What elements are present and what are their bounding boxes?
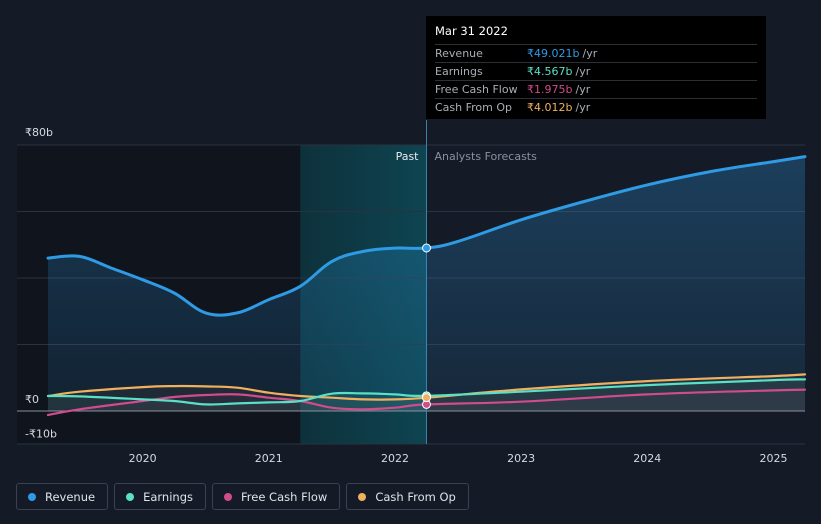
forecast-label: Analysts Forecasts [435, 150, 538, 163]
series-line-earnings [46, 378, 807, 406]
series-area-free-cash-flow [48, 389, 805, 415]
y-tick-label: -₹10b [25, 427, 57, 440]
tooltip-value: ₹49.021b [527, 47, 580, 60]
legend-label: Free Cash Flow [241, 489, 328, 504]
tooltip-row-earnings: Earnings ₹4.567b /yr [435, 62, 757, 80]
past-label: Past [396, 150, 420, 163]
marker-cash-from-op [422, 393, 431, 403]
tooltip-label: Cash From Op [435, 101, 513, 114]
legend-dot-icon [224, 492, 232, 501]
revenue-area [48, 156, 805, 411]
x-tick-label: 2025 [759, 452, 787, 465]
tooltip-unit: /yr [582, 47, 598, 60]
legend-item-earnings[interactable]: Earnings [114, 483, 206, 510]
series-line-revenue [46, 155, 807, 317]
legend-label: Earnings [143, 489, 193, 504]
legend-item-revenue[interactable]: Revenue [16, 483, 109, 510]
legend-item-free-cash-flow[interactable]: Free Cash Flow [212, 483, 341, 510]
marker-revenue [422, 243, 431, 253]
tooltip-value: ₹1.975b [527, 83, 573, 96]
x-tick-label: 2022 [381, 452, 409, 465]
tooltip-unit: /yr [575, 101, 591, 114]
tooltip-value: ₹4.012b [527, 101, 573, 114]
x-tick-label: 2024 [633, 452, 661, 465]
legend-dot-icon [358, 492, 367, 501]
y-tick-label: ₹80b [25, 126, 53, 139]
series-line-cash-from-op [46, 373, 807, 401]
legend-item-cash-from-op[interactable]: Cash From Op [346, 483, 469, 510]
tooltip-row-free-cash-flow: Free Cash Flow ₹1.975b /yr [435, 80, 757, 98]
series-line-free-cash-flow [46, 388, 807, 417]
tooltip-row-revenue: Revenue ₹49.021b /yr [435, 44, 757, 62]
legend-label: Revenue [45, 489, 96, 504]
tooltip-row-cash-from-op: Cash From Op ₹4.012b /yr [435, 98, 757, 116]
x-tick-label: 2023 [507, 452, 535, 465]
x-tick-label: 2020 [129, 452, 157, 465]
y-tick-label: ₹0 [25, 393, 39, 406]
tooltip-label: Revenue [435, 47, 483, 60]
tooltip-unit: /yr [575, 65, 591, 78]
chart-legend: Revenue Earnings Free Cash Flow Cash Fro… [16, 483, 469, 510]
tooltip-label: Free Cash Flow [435, 83, 518, 96]
legend-dot-icon [28, 492, 36, 501]
tooltip-unit: /yr [575, 83, 591, 96]
tooltip-label: Earnings [435, 65, 483, 78]
legend-dot-icon [126, 492, 135, 501]
hover-tooltip: Mar 31 2022 Revenue ₹49.021b /yr Earning… [426, 16, 766, 119]
tooltip-date: Mar 31 2022 [435, 24, 508, 38]
x-tick-label: 2021 [255, 452, 283, 465]
legend-label: Cash From Op [375, 489, 456, 504]
tooltip-value: ₹4.567b [527, 65, 573, 78]
